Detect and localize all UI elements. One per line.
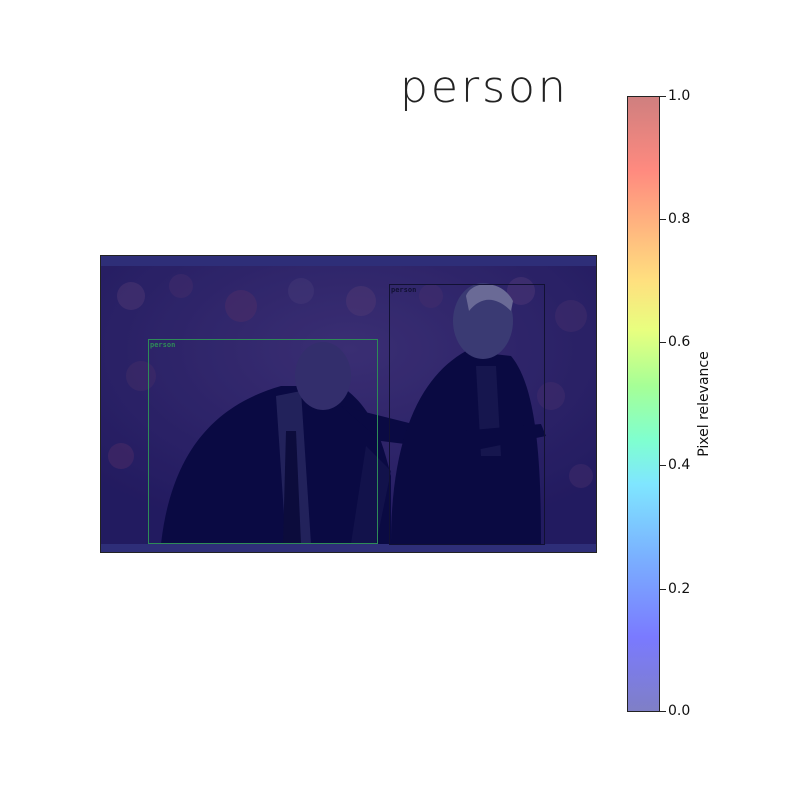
detection-box-1: person	[148, 339, 378, 544]
colorbar-tick	[660, 465, 666, 466]
colorbar-axis-label: Pixel relevance	[696, 351, 712, 457]
detection-label-1: person	[150, 341, 176, 349]
colorbar-tick	[660, 711, 666, 712]
colorbar-tick	[660, 219, 666, 220]
colorbar-tick-label: 0.0	[668, 703, 691, 719]
detection-box-2: person	[389, 284, 545, 545]
crowd-blobs	[108, 274, 593, 488]
relevance-overlay-image: person person	[100, 255, 597, 553]
colorbar-tick-label: 0.4	[668, 457, 691, 473]
relevance-colorbar	[627, 96, 660, 712]
right-person-figure	[391, 283, 546, 544]
left-person-figure	[161, 342, 466, 544]
top-padding-band	[101, 256, 596, 266]
detection-label-2: person	[391, 286, 417, 294]
figure-title: person	[400, 62, 569, 113]
colorbar-tick	[660, 96, 666, 97]
bottom-padding-band	[101, 544, 596, 552]
colorbar-tick-label: 1.0	[668, 88, 691, 104]
relevance-tint	[101, 256, 596, 552]
colorbar-tick-label: 0.6	[668, 334, 691, 350]
colorbar-tick	[660, 589, 666, 590]
photo-scene	[101, 256, 596, 552]
colorbar-tick	[660, 342, 666, 343]
colorbar-tick-label: 0.8	[668, 211, 691, 227]
colorbar-tick-label: 0.2	[668, 581, 691, 597]
